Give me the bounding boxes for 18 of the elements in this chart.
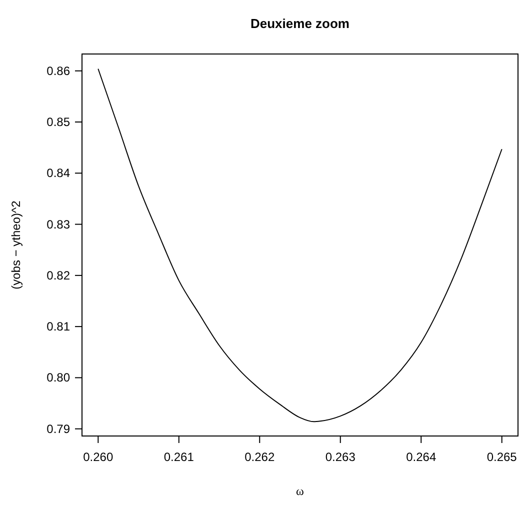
y-tick-label: 0.86 <box>46 64 70 78</box>
x-tick-label: 0.261 <box>164 450 194 464</box>
y-tick-label: 0.84 <box>46 166 70 180</box>
y-tick-label: 0.82 <box>46 268 70 282</box>
x-tick-label: 0.260 <box>83 450 114 464</box>
x-axis-title: ω <box>296 484 304 498</box>
y-tick-label: 0.79 <box>46 422 70 436</box>
x-tick-label: 0.262 <box>244 450 275 464</box>
chart-title: Deuxieme zoom <box>250 16 350 31</box>
y-tick-label: 0.81 <box>46 320 70 334</box>
x-tick-label: 0.264 <box>406 450 436 464</box>
y-tick-label: 0.85 <box>46 115 70 130</box>
y-axis-title: (yobs − ytheo)^2 <box>9 200 23 290</box>
y-tick-label: 0.80 <box>46 370 70 385</box>
x-tick-label: 0.263 <box>325 450 356 464</box>
line-series <box>98 68 502 422</box>
y-tick-label: 0.83 <box>46 217 70 232</box>
x-tick-label: 0.265 <box>486 450 518 464</box>
